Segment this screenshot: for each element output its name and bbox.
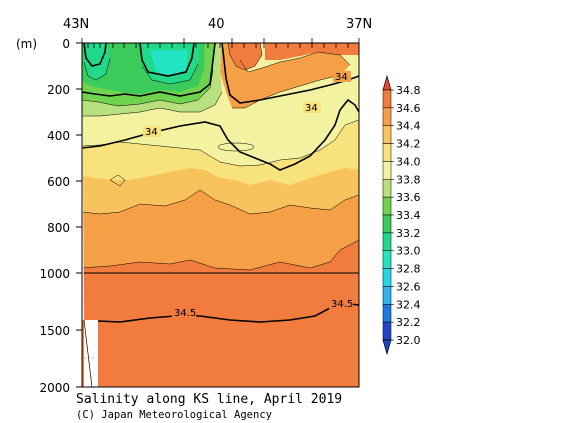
colorbar-swatch bbox=[382, 321, 392, 341]
x-tick-label-40: 40 bbox=[208, 17, 225, 32]
colorbar-swatch bbox=[382, 304, 392, 323]
colorbar-label: 33.2 bbox=[396, 227, 421, 240]
no-data-slope bbox=[83, 319, 93, 388]
colorbar-label: 33.0 bbox=[396, 245, 421, 258]
y-tick-800: 800 bbox=[47, 221, 70, 235]
colorbar-swatch bbox=[382, 179, 392, 198]
colorbar-swatch bbox=[382, 89, 392, 109]
colorbar-label: 32.0 bbox=[396, 334, 421, 347]
colorbar-swatch bbox=[382, 214, 392, 234]
y-axis-ticks bbox=[76, 42, 82, 388]
colorbar-label: 33.4 bbox=[396, 209, 421, 222]
no-data-region bbox=[82, 43, 98, 387]
colorbar-swatch bbox=[382, 232, 392, 251]
contour-label-34-5-a: 34.5 bbox=[174, 308, 196, 319]
contour-label-34-a: 34 bbox=[145, 127, 158, 138]
colorbar-label: 34.4 bbox=[396, 120, 421, 133]
x-tick-label-37n: 37N bbox=[346, 17, 372, 32]
colorbar-swatch bbox=[382, 107, 392, 126]
y-unit-label: (m) bbox=[16, 37, 37, 51]
contour-label-34-5-b: 34.5 bbox=[331, 299, 353, 310]
y-tick-0: 0 bbox=[62, 37, 70, 51]
colorbar-label: 32.2 bbox=[396, 316, 421, 329]
colorbar-swatch bbox=[382, 286, 392, 305]
colorbar-swatch bbox=[382, 250, 392, 269]
colorbar-swatch bbox=[382, 125, 392, 144]
contour-label-group: 34 34 34 34.5 34.5 bbox=[143, 71, 353, 319]
colorbar-bottom-triangle bbox=[382, 339, 392, 356]
chart-title: Salinity along KS line, April 2019 bbox=[76, 392, 342, 407]
colorbar-label: 34.2 bbox=[396, 138, 421, 151]
y-tick-200: 200 bbox=[47, 83, 70, 97]
colorbar: 32.0 32.2 32.4 32.6 32.8 33.0 33.2 33.4 33.6 33.8… bbox=[382, 74, 421, 356]
colorbar-label: 32.8 bbox=[396, 263, 421, 276]
colorbar-swatch bbox=[382, 161, 392, 180]
surface-east-34-6 bbox=[265, 43, 359, 60]
thin-contours bbox=[81, 42, 360, 271]
contour-label-34-c: 34 bbox=[335, 72, 348, 83]
plot-area: 34 34 34 34.5 34.5 bbox=[16, 17, 372, 395]
colorbar-label: 32.6 bbox=[396, 280, 421, 293]
y-tick-600: 600 bbox=[47, 175, 70, 189]
colorbar-swatch bbox=[382, 268, 392, 287]
colorbar-label: 34.0 bbox=[396, 155, 421, 168]
colorbar-swatch bbox=[382, 143, 392, 162]
colorbar-label: 34.6 bbox=[396, 102, 421, 115]
colorbar-top-triangle bbox=[382, 74, 392, 91]
y-tick-400: 400 bbox=[47, 129, 70, 143]
layer-33-0-a bbox=[84, 43, 110, 80]
colorbar-label: 33.8 bbox=[396, 173, 421, 186]
colorbar-label: 33.6 bbox=[396, 191, 421, 204]
surface-tongue-34-4 bbox=[220, 43, 350, 108]
colorbar-label: 32.4 bbox=[396, 298, 421, 311]
contour-label-34-b: 34 bbox=[305, 103, 318, 114]
x-tick-label-43n: 43N bbox=[63, 17, 89, 32]
colorbar-swatch bbox=[382, 196, 392, 216]
plot-frame bbox=[81, 42, 360, 388]
credit-text: (C) Japan Meteorological Agency bbox=[76, 409, 272, 421]
layer-32-8-b bbox=[150, 50, 188, 76]
surface-core-34-6 bbox=[228, 43, 262, 70]
colorbar-label: 34.8 bbox=[396, 84, 421, 97]
y-tick-1000: 1000 bbox=[39, 267, 70, 281]
y-tick-1500: 1500 bbox=[39, 324, 70, 338]
y-tick-2000: 2000 bbox=[39, 381, 70, 395]
